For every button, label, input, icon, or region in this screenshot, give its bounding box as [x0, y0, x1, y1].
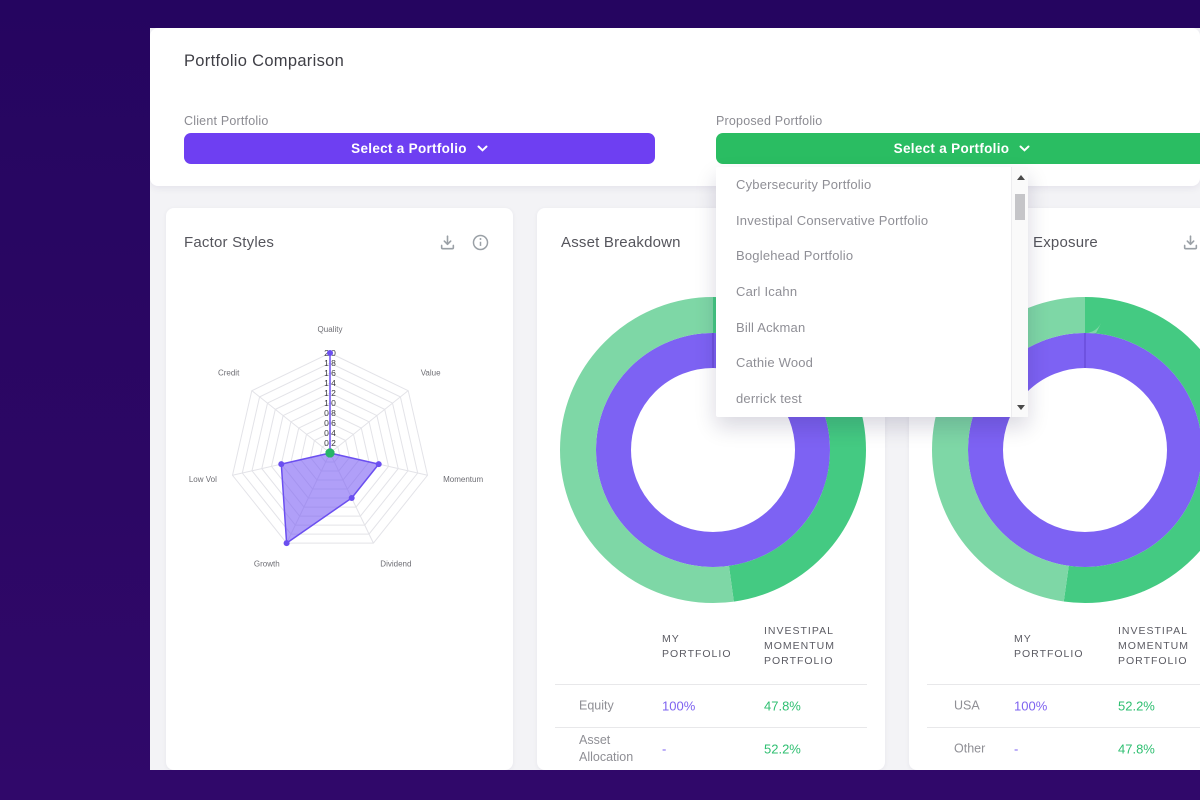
- card-title: Exposure: [1033, 234, 1098, 251]
- table-cell: 52.2%: [1118, 698, 1155, 713]
- dropdown-item[interactable]: Cybersecurity Portfolio: [736, 177, 872, 192]
- table-cell: 47.8%: [1118, 741, 1155, 756]
- proposed-portfolio-label: Proposed Portfolio: [716, 114, 823, 128]
- dropdown-item[interactable]: Bill Ackman: [736, 319, 806, 335]
- cards-row: Factor Styles Quality Value Momentum Divide…: [166, 208, 1200, 770]
- asset-breakdown-donut: [560, 297, 866, 603]
- dropdown-item[interactable]: derrick test: [736, 391, 802, 407]
- download-icon[interactable]: [1182, 234, 1199, 251]
- exposure-donut: [932, 297, 1200, 603]
- table-header: MY PORTFOLIO INVESTIPAL MOMENTUM PORTFOLI…: [537, 613, 885, 684]
- table-cell: Asset Allocation: [579, 732, 634, 764]
- table-cell: -: [1014, 741, 1019, 756]
- table-cell: 100%: [1014, 698, 1048, 713]
- client-portfolio-select-value: Select a Portfolio: [351, 141, 467, 156]
- svg-text:Low Vol: Low Vol: [189, 475, 217, 484]
- table-cell: 47.8%: [764, 698, 801, 713]
- table-cell: 100%: [662, 698, 696, 713]
- column-header: MY PORTFOLIO: [662, 633, 732, 660]
- dropdown-scrollbar[interactable]: [1011, 167, 1028, 417]
- card-title: Asset Breakdown: [561, 234, 681, 251]
- factor-styles-radar: Quality Value Momentum Dividend Growth Low Vo…: [189, 325, 484, 569]
- info-icon[interactable]: [472, 234, 489, 251]
- asset-breakdown-table: MY PORTFOLIO INVESTIPAL MOMENTUM PORTFOLI…: [537, 613, 885, 770]
- table-row: Other - 47.8%: [909, 727, 1200, 770]
- table-row: Equity 100% 47.8%: [537, 684, 885, 727]
- dropdown-list: Cybersecurity Portfolio Investipal Conser…: [716, 167, 1011, 417]
- card-actions: [1182, 234, 1200, 251]
- download-icon[interactable]: [439, 234, 456, 251]
- svg-text:Growth: Growth: [254, 560, 280, 569]
- chevron-down-icon: [1019, 145, 1030, 152]
- scroll-down-icon[interactable]: [1012, 399, 1029, 415]
- table-cell: Equity: [579, 698, 614, 712]
- factor-styles-card: Factor Styles Quality Value Momentum Divide…: [166, 208, 513, 770]
- column-header: INVESTIPAL MOMENTUM PORTFOLIO: [1118, 625, 1189, 667]
- card-actions: [439, 234, 489, 251]
- proposed-portfolio-select[interactable]: Select a Portfolio: [716, 133, 1200, 164]
- table-row: USA 100% 52.2%: [909, 684, 1200, 727]
- client-portfolio-select[interactable]: Select a Portfolio: [184, 133, 655, 164]
- client-portfolio-label: Client Portfolio: [184, 114, 269, 128]
- svg-text:Value: Value: [421, 369, 441, 378]
- column-header: MY PORTFOLIO: [1014, 633, 1084, 660]
- svg-text:Credit: Credit: [218, 369, 240, 378]
- table-cell: 52.2%: [764, 741, 801, 756]
- table-header: MY PORTFOLIO INVESTIPAL MOMENTUM PORTFOLI…: [909, 613, 1200, 684]
- portfolio-comparison-panel: Portfolio Comparison Client Portfolio Se…: [150, 28, 1200, 186]
- column-header: INVESTIPAL MOMENTUM PORTFOLIO: [764, 625, 835, 667]
- app-content: Portfolio Comparison Client Portfolio Se…: [150, 28, 1200, 770]
- dropdown-item[interactable]: Boglehead Portfolio: [736, 248, 854, 264]
- dropdown-item[interactable]: Investipal Conservative Portfolio: [736, 212, 929, 228]
- table-row: Asset Allocation - 52.2%: [537, 727, 885, 770]
- proposed-portfolio-select-value: Select a Portfolio: [893, 141, 1010, 156]
- table-cell: -: [662, 741, 667, 756]
- chevron-down-icon: [477, 145, 488, 152]
- dropdown-item[interactable]: Carl Icahn: [736, 284, 798, 300]
- svg-text:Dividend: Dividend: [380, 560, 411, 569]
- table-cell: USA: [954, 698, 980, 712]
- svg-text:Momentum: Momentum: [443, 475, 483, 484]
- svg-text:Quality: Quality: [318, 325, 343, 334]
- page-title: Portfolio Comparison: [184, 52, 345, 70]
- table-cell: Other: [954, 741, 986, 755]
- card-title: Factor Styles: [184, 234, 275, 251]
- scroll-up-icon[interactable]: [1012, 169, 1029, 185]
- scrollbar-thumb[interactable]: [1015, 194, 1025, 220]
- dropdown-item[interactable]: Cathie Wood: [736, 355, 814, 371]
- exposure-table: MY PORTFOLIO INVESTIPAL MOMENTUM PORTFOLI…: [909, 613, 1200, 770]
- proposed-portfolio-dropdown: Cybersecurity Portfolio Investipal Conser…: [716, 167, 1028, 417]
